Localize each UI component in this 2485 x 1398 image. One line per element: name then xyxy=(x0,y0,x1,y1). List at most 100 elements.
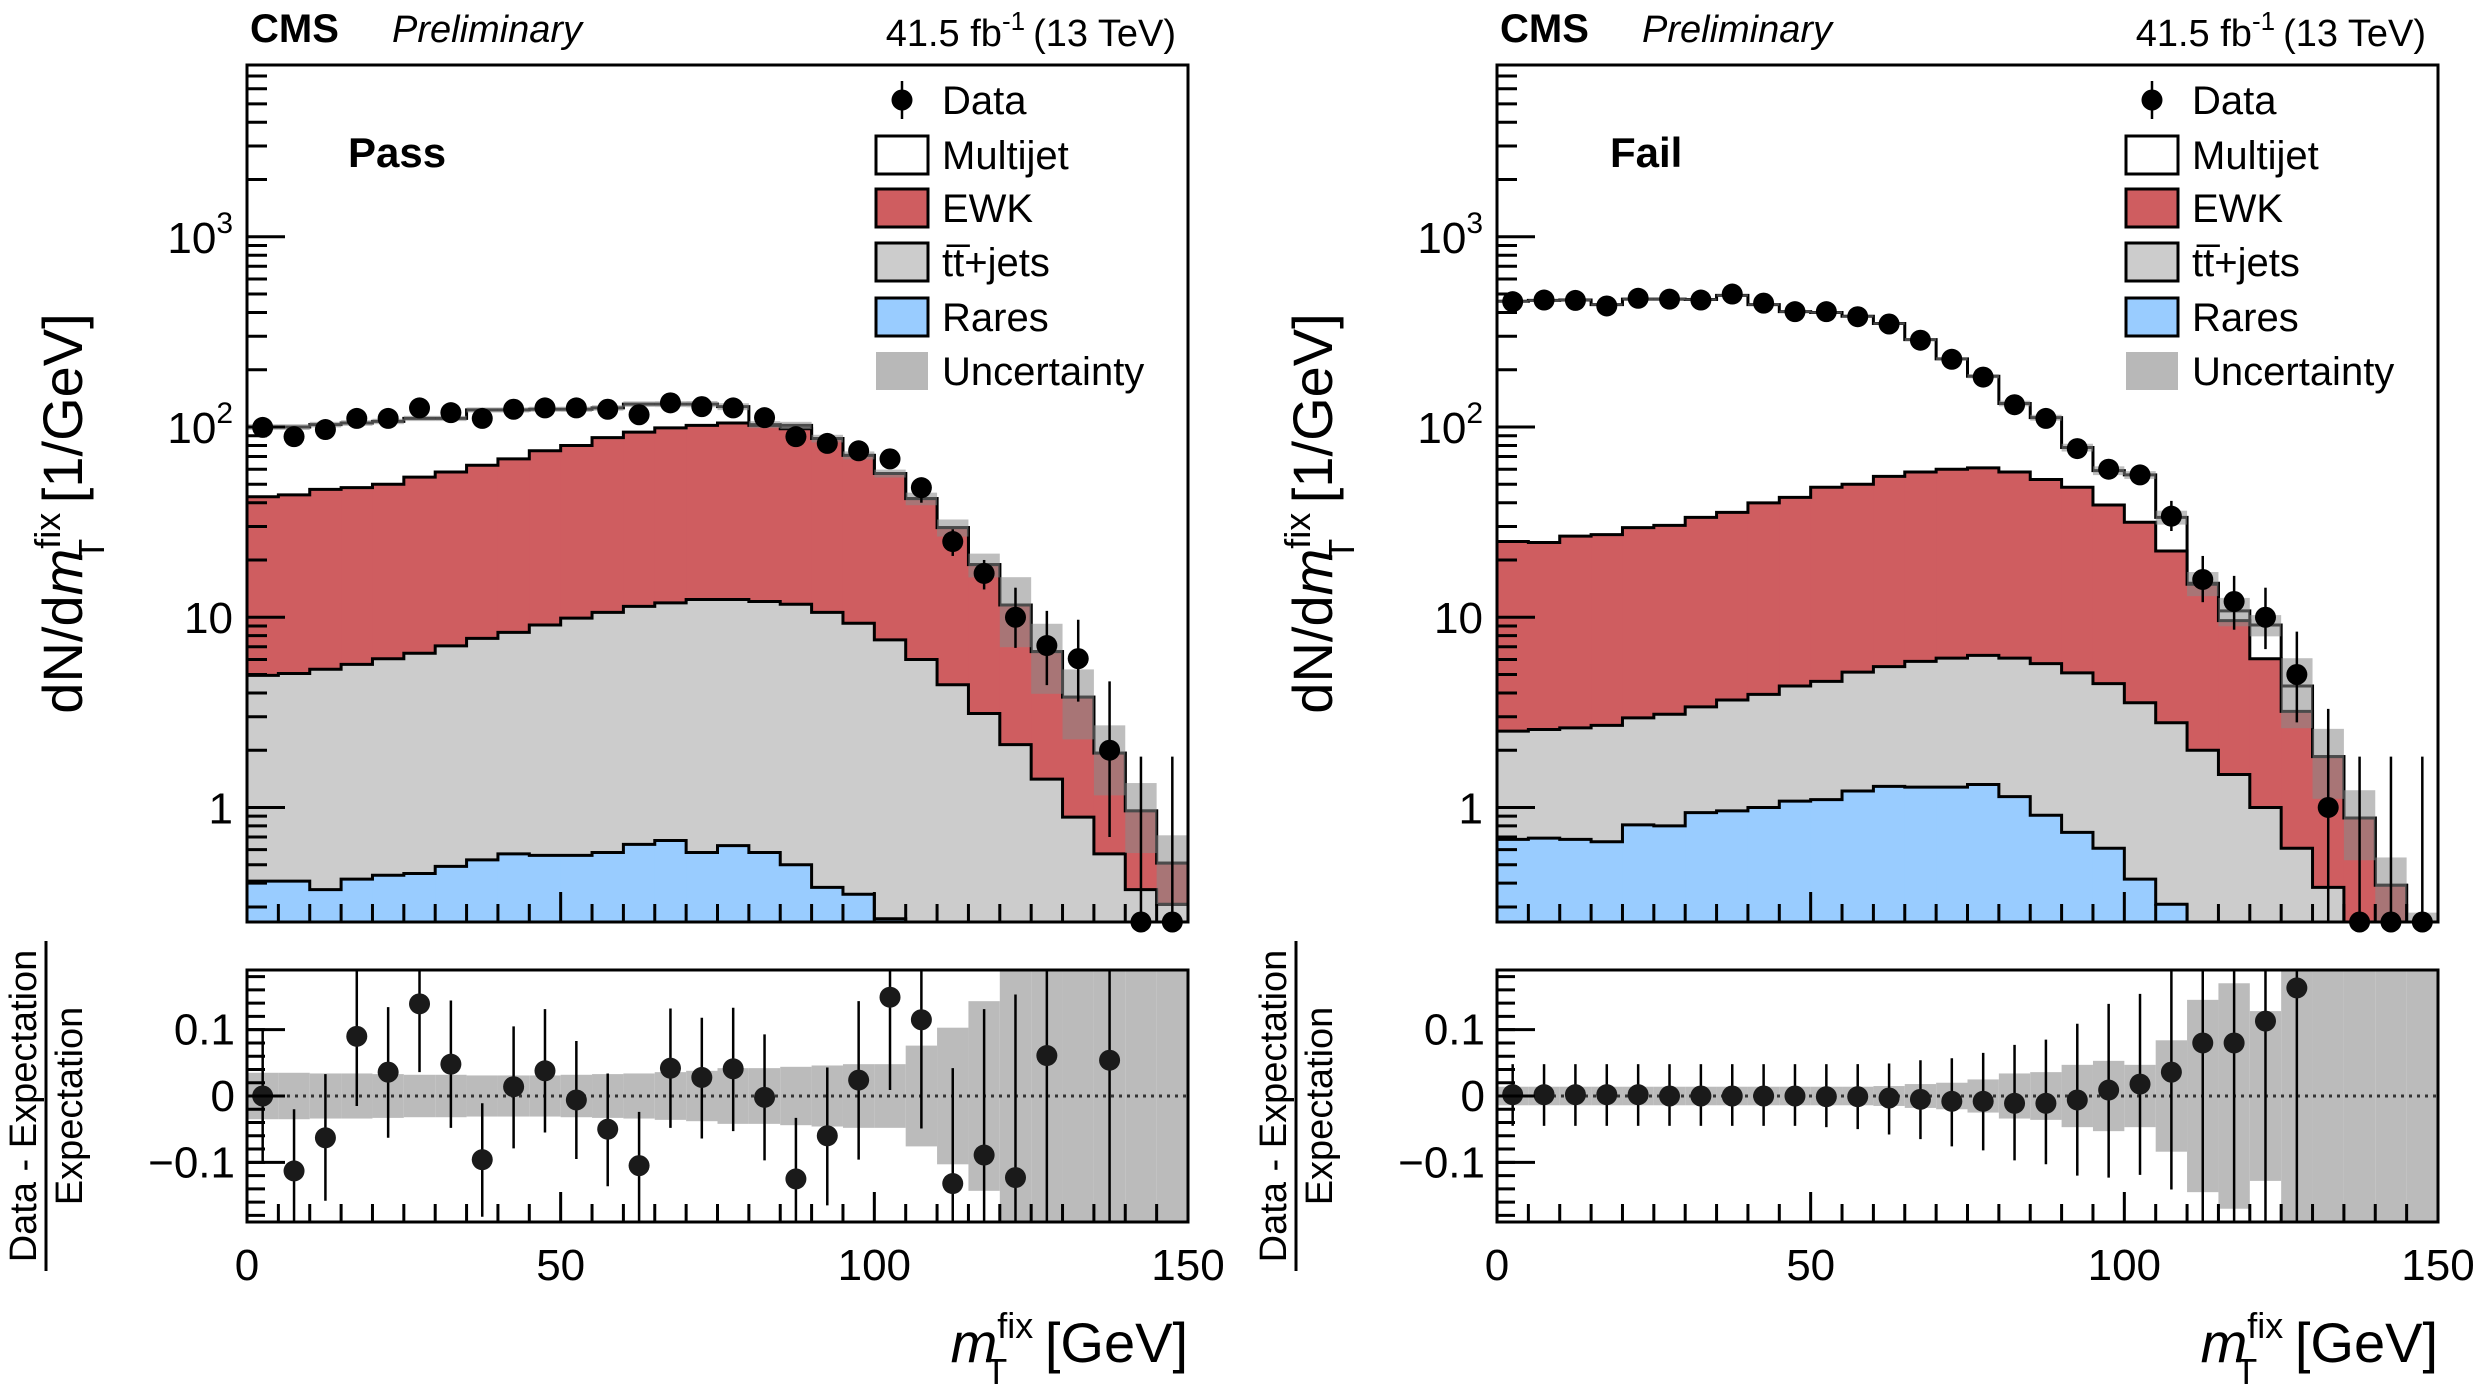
lumi-label: 41.5 fb-1 (13 TeV) xyxy=(2136,6,2426,55)
data-point xyxy=(283,426,305,448)
legend-item-ttbar: tt̅+jets xyxy=(2124,241,2300,285)
y-tick-label-exponent: 3 xyxy=(1466,207,1483,240)
data-point xyxy=(2098,458,2120,480)
ttbar-bar xyxy=(1031,779,1064,922)
ratio-point xyxy=(1533,1084,1555,1106)
ratio-plot-area xyxy=(1497,970,2438,1222)
data-point xyxy=(1036,635,1058,657)
x-axis-ticks xyxy=(245,892,1190,922)
data-point xyxy=(1753,292,1775,314)
ratio-point xyxy=(314,1127,336,1149)
data-point xyxy=(879,448,901,470)
legend-label: Data xyxy=(942,79,1027,123)
cms-label: CMS xyxy=(1500,7,1589,51)
rares-bar xyxy=(748,852,781,922)
x-title-suffix: [GeV] xyxy=(1029,1311,1188,1374)
rares-bar xyxy=(497,853,530,922)
ratio-point xyxy=(534,1060,556,1082)
legend-ttbar-swatch xyxy=(874,241,930,283)
ratio-title-denominator: Expectation xyxy=(49,1007,91,1206)
ratio-x-ticks: 0 50 100 150 xyxy=(235,1192,1225,1290)
ratio-point xyxy=(2223,1032,2245,1054)
ttbar-bar xyxy=(1093,853,1126,922)
data-point xyxy=(1627,287,1649,309)
data-point xyxy=(1659,288,1681,310)
y-title-sup: fix xyxy=(1277,513,1318,549)
x-title-sub: T xyxy=(2235,1351,2257,1392)
legend-label: tt̅+jets xyxy=(2192,241,2300,285)
ratio-point xyxy=(1941,1090,1963,1112)
ratio-point xyxy=(1596,1084,1618,1106)
uncertainty-box xyxy=(780,421,812,430)
ttbar-bar xyxy=(874,639,907,922)
rares-bar xyxy=(686,852,718,922)
pass-legend: Data Multijet EWK tt̅+jets Rares Uncertainty xyxy=(874,79,1144,394)
y-tick-label-base: 1 xyxy=(1459,784,1483,833)
data-point xyxy=(2035,407,2057,429)
data-points xyxy=(252,392,1183,933)
rares-bar xyxy=(435,866,468,922)
data-point xyxy=(314,419,336,441)
x-axis-title: mfix T [GeV] xyxy=(951,1305,1188,1392)
ttbar-bar xyxy=(2187,750,2219,922)
region-label-pass: Pass xyxy=(348,129,446,176)
data-point xyxy=(1878,313,1900,335)
data-point xyxy=(409,397,431,419)
ttbar-bar xyxy=(2218,774,2251,922)
legend-label: Uncertainty xyxy=(942,350,1144,394)
legend-item-data: Data xyxy=(891,79,1027,123)
legend-item-data: Data xyxy=(2141,79,2277,123)
data-point xyxy=(2066,438,2088,460)
rares-bar xyxy=(811,887,844,922)
ratio-point xyxy=(1815,1086,1837,1108)
y-tick-label-exponent: 2 xyxy=(1466,397,1483,430)
x-tick-label: 150 xyxy=(1151,1241,1224,1290)
data-point xyxy=(1004,606,1026,628)
data-point xyxy=(2129,464,2151,486)
data-point xyxy=(1847,306,1869,328)
ratio-y-title: Data - Expectation Expectation xyxy=(3,941,91,1271)
data-point xyxy=(1099,739,1121,761)
y-tick-label-exponent: 2 xyxy=(216,397,233,430)
ttbar-bar xyxy=(2281,848,2314,922)
data-point xyxy=(785,426,807,448)
data-points xyxy=(1502,283,2433,933)
legend-uncertainty-swatch xyxy=(876,352,928,390)
y-title-var: m xyxy=(1281,549,1344,596)
data-point xyxy=(1533,289,1555,311)
cms-label: CMS xyxy=(250,7,339,51)
y-title-prefix: dN/d xyxy=(1281,595,1344,713)
data-point xyxy=(816,432,838,454)
ratio-point xyxy=(597,1118,619,1140)
rares-bar xyxy=(1497,839,1529,922)
ratio-point xyxy=(1690,1085,1712,1107)
ratio-tick-label: 0 xyxy=(211,1072,235,1121)
ratio-title-numerator: Data - Expectation xyxy=(1253,950,1295,1263)
ratio-point xyxy=(1659,1085,1681,1107)
rares-bar xyxy=(2124,879,2157,922)
x-title-var: m xyxy=(2201,1311,2248,1374)
ratio-title-denominator: Expectation xyxy=(1299,1007,1341,1206)
lumi-value: 41.5 fb xyxy=(886,13,1002,55)
x-tick-label: 100 xyxy=(838,1241,911,1290)
legend-label: Multijet xyxy=(2192,134,2319,178)
rares-bar xyxy=(874,918,907,922)
ratio-y-title: Data - Expectation Expectation xyxy=(1253,941,1341,1271)
ratio-point xyxy=(879,986,901,1008)
legend-multijet-swatch xyxy=(874,134,930,176)
ratio-point xyxy=(1564,1084,1586,1106)
fail-axis-titles: dN/dmfixT [1/GeV]Data - Expectation Expec… xyxy=(1253,313,2438,1392)
x-title-sub: T xyxy=(985,1351,1007,1392)
y-title-sup: fix xyxy=(27,513,68,549)
data-point xyxy=(754,407,776,429)
rares-bar xyxy=(372,875,405,922)
x-title-var: m xyxy=(951,1311,998,1374)
legend-label: Rares xyxy=(2192,296,2299,340)
ratio-point xyxy=(1847,1086,1869,1108)
ratio-point xyxy=(377,1061,399,1083)
y-tick-label: 102 xyxy=(167,397,233,453)
x-tick-label: 0 xyxy=(1485,1241,1509,1290)
x-title-sup: fix xyxy=(2247,1305,2283,1346)
